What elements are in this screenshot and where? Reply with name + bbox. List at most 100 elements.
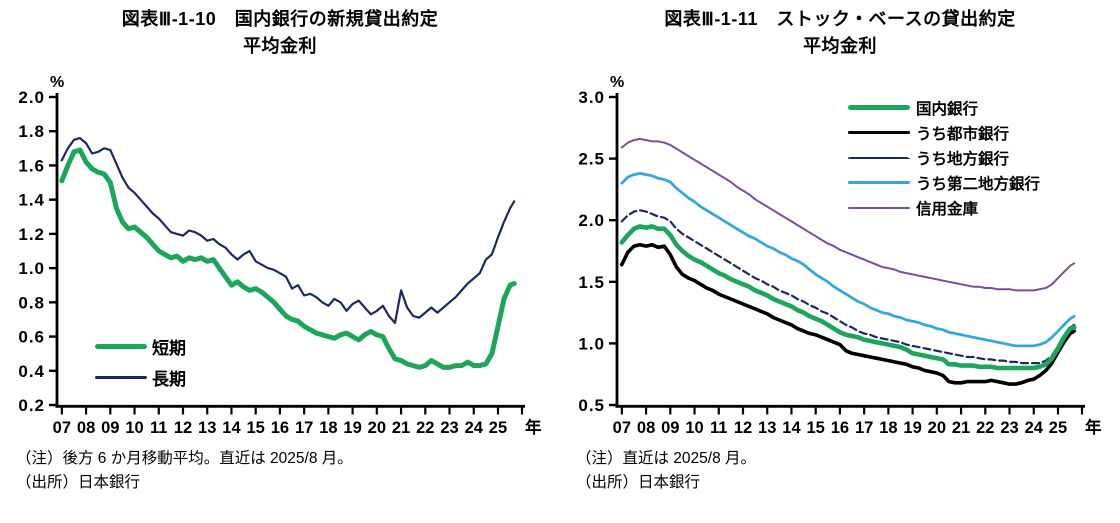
short-term-line-swatch (95, 344, 147, 349)
x-tick-label: 10 (125, 419, 143, 437)
y-tick-label: 1.5 (578, 273, 605, 292)
x-tick-label: 20 (368, 419, 386, 437)
legend-label-short-term: 短期 (152, 339, 186, 358)
x-tick-label: 22 (416, 419, 434, 437)
legend-label-long-term: 長期 (152, 370, 186, 389)
series-line-short-term (59, 147, 517, 370)
x-tick-label: 25 (1049, 419, 1067, 437)
y-tick-label: 2.0 (578, 211, 605, 230)
x-tick-label: 07 (613, 419, 631, 437)
x-tick-label: 11 (150, 419, 167, 437)
x-tick-label: 21 (952, 419, 970, 437)
y-tick-label: 2.5 (578, 150, 605, 169)
chart-svg-1: 3.0 2.5 2.0 1.5 1.0 0.5 07 08 09 10 11 12 13 14 15 16 17… (578, 88, 1085, 437)
shinkin-banks-line-swatch (848, 206, 910, 209)
y-axis-unit-label-right: % (610, 74, 625, 91)
note-right-1: （注）直近は 2025/8 月。 (576, 450, 757, 467)
note-left-source: （出所）日本銀行 (16, 474, 141, 491)
x-tick-label: 22 (976, 419, 994, 437)
x-tick-label: 13 (198, 419, 216, 437)
x-tick-label: 11 (710, 419, 727, 437)
chart-title-right-line1: 図表Ⅲ-1-11 ストック・ベースの貸出約定 (664, 9, 1016, 29)
y-tick-label: 0.4 (18, 362, 45, 381)
x-tick-label: 18 (319, 419, 337, 437)
x-axis-year-suffix-left: 年 (525, 419, 542, 437)
notes-left-chart: （注）後方 6 か月移動平均。直近は 2025/8 月。 （出所）日本銀行 (16, 447, 353, 495)
chart-title-left-line1: 図表Ⅲ-1-10 国内銀行の新規貸出約定 (121, 9, 439, 29)
second-tier-regional-banks-line-swatch (848, 181, 910, 184)
x-tick-label: 24 (1025, 419, 1044, 437)
x-tick-label: 08 (637, 419, 655, 437)
y-tick-label: 2.0 (18, 88, 45, 107)
x-tick-label: 08 (77, 419, 95, 437)
series-line-city-banks (619, 243, 1077, 386)
x-tick-label: 17 (295, 419, 313, 437)
legend-item-long-term: 長期 (95, 362, 186, 393)
x-tick-label: 23 (440, 419, 458, 437)
long-term-line-swatch (95, 376, 147, 379)
x-tick-label: 24 (465, 419, 484, 437)
city-banks-line-swatch (848, 130, 910, 135)
x-tick-label: 09 (101, 419, 119, 437)
x-tick-label: 20 (928, 419, 946, 437)
x-tick-label: 21 (392, 419, 410, 437)
y-tick-label: 0.8 (18, 293, 45, 312)
chart-title-right: 図表Ⅲ-1-11 ストック・ベースの貸出約定 平均金利 (560, 6, 1120, 60)
x-tick-label: 13 (758, 419, 776, 437)
series-line-shinkin-banks (620, 137, 1076, 292)
notes-right-chart: （注）直近は 2025/8 月。 （出所）日本銀行 (576, 447, 756, 495)
legend-label-regional-banks: うち地方銀行 (916, 150, 1010, 168)
x-tick-label: 07 (53, 419, 71, 437)
y-tick-label: 1.6 (18, 156, 45, 175)
x-tick-label: 14 (222, 419, 241, 437)
y-tick-label: 1.4 (18, 191, 45, 210)
x-tick-label: 09 (661, 419, 679, 437)
x-tick-label: 16 (271, 419, 289, 437)
legend-item-regional-banks: うち地方銀行 (848, 145, 1040, 170)
y-tick-label: 0.5 (578, 396, 605, 415)
x-tick-label: 15 (247, 419, 265, 437)
x-tick-label: 25 (489, 419, 507, 437)
chart-title-left: 図表Ⅲ-1-10 国内銀行の新規貸出約定 平均金利 (0, 6, 560, 60)
x-tick-label: 10 (685, 419, 703, 437)
x-tick-label: 12 (734, 419, 752, 437)
x-tick-label: 16 (831, 419, 849, 437)
note-left-1: （注）後方 6 か月移動平均。直近は 2025/8 月。 (16, 450, 353, 467)
chart-title-right-line2: 平均金利 (803, 36, 877, 56)
legend-label-shinkin-banks: 信用金庫 (916, 200, 979, 218)
chart-panel-stock-base: 図表Ⅲ-1-11 ストック・ベースの貸出約定 平均金利 % 3.0 2.5 2.0 1… (560, 0, 1120, 523)
y-tick-label: 1.0 (18, 259, 45, 278)
y-tick-label: 1.8 (18, 122, 45, 141)
y-axis-unit-label-left: % (50, 74, 65, 91)
x-tick-label: 19 (343, 419, 361, 437)
y-tick-label: 3.0 (578, 88, 605, 107)
series-line-second-tier-regional-banks (620, 172, 1076, 348)
legend-label-domestic-banks: 国内銀行 (916, 100, 979, 118)
x-tick-label: 15 (807, 419, 825, 437)
legend-item-second-tier-regional-banks: うち第二地方銀行 (848, 170, 1040, 195)
legend-item-domestic-banks: 国内銀行 (848, 95, 1040, 120)
chart-svg-0: 2.0 1.8 1.6 1.4 1.2 1.0 0.8 0.6 0.4 0.2 07 08 09 10 11… (18, 88, 525, 437)
y-tick-label: 1.0 (578, 334, 605, 353)
note-right-source: （出所）日本銀行 (576, 474, 701, 491)
y-tick-label: 0.6 (18, 328, 45, 347)
x-tick-label: 12 (174, 419, 192, 437)
domestic-banks-line-swatch (848, 105, 910, 110)
regional-banks-line-swatch (848, 156, 910, 159)
series-line-domestic-banks (619, 224, 1077, 371)
legend-left-chart: 短期 長期 (95, 331, 186, 393)
series-line-regional-banks (620, 209, 1076, 365)
legend-item-short-term: 短期 (95, 331, 186, 362)
legend-label-city-banks: うち都市銀行 (916, 125, 1010, 143)
chart-panel-new-loans: 図表Ⅲ-1-10 国内銀行の新規貸出約定 平均金利 % 2.0 1.8 1.6 1.4… (0, 6, 560, 495)
y-tick-label: 1.2 (18, 225, 45, 244)
legend-item-shinkin-banks: 信用金庫 (848, 195, 1040, 220)
x-tick-label: 17 (855, 419, 873, 437)
x-axis-year-suffix-right: 年 (1085, 419, 1102, 437)
x-tick-label: 18 (879, 419, 897, 437)
legend-right-chart: 国内銀行 うち都市銀行 うち地方銀行 うち第二地方銀行 信用金庫 (848, 95, 1040, 220)
series-line-long-term (60, 136, 516, 324)
y-tick-label: 0.2 (18, 396, 45, 415)
legend-label-second-tier-regional-banks: うち第二地方銀行 (916, 175, 1041, 193)
